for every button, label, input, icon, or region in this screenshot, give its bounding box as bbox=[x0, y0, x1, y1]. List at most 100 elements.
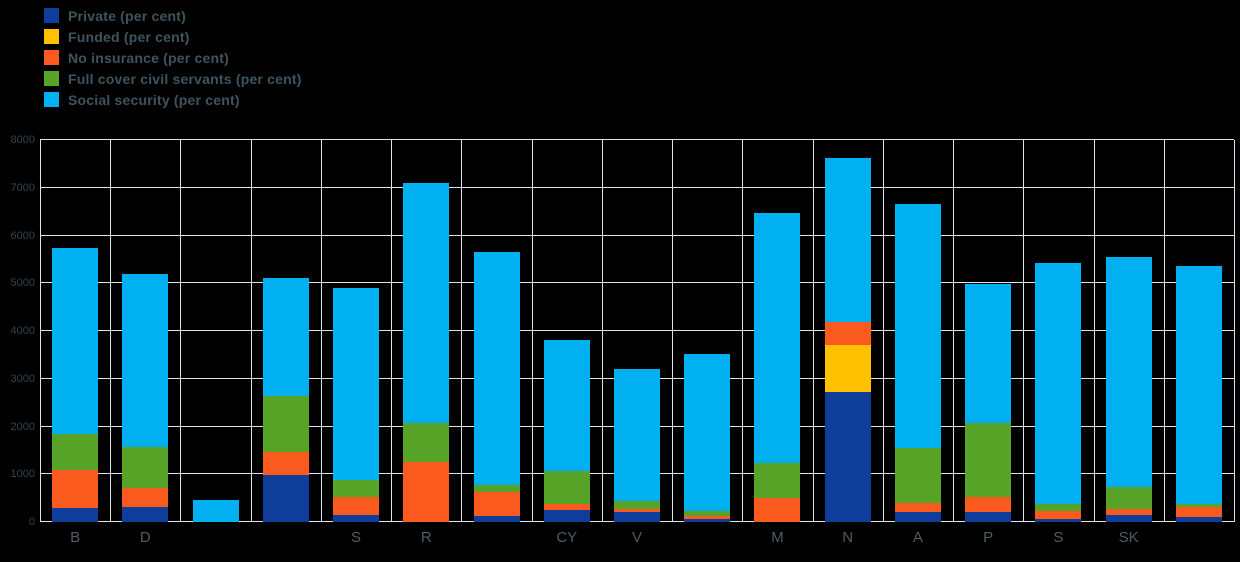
bar-segment-private bbox=[333, 514, 380, 522]
bar-column bbox=[180, 140, 250, 522]
y-tick-label: 7000 bbox=[10, 181, 35, 194]
social-security-swatch-icon bbox=[44, 92, 59, 107]
vertical-gridline bbox=[110, 140, 112, 522]
bar-segment-social-security bbox=[613, 369, 660, 502]
horizontal-gridline bbox=[40, 282, 1234, 284]
bar-segment-civil-servants bbox=[1035, 504, 1082, 511]
vertical-gridline bbox=[461, 140, 463, 522]
y-tick-label: 4000 bbox=[10, 325, 35, 337]
vertical-gridline bbox=[953, 140, 955, 522]
stacked-bar bbox=[473, 252, 520, 522]
vertical-gridline bbox=[40, 140, 41, 522]
x-axis-label: B bbox=[70, 529, 81, 546]
bar-segment-no-insurance bbox=[1105, 509, 1152, 515]
horizontal-gridline bbox=[40, 330, 1234, 331]
bar-segment-no-insurance bbox=[965, 497, 1012, 512]
bar-segment-civil-servants bbox=[684, 510, 731, 517]
vertical-gridline bbox=[180, 140, 182, 522]
bar-column bbox=[391, 140, 461, 522]
bar-segment-social-security bbox=[473, 252, 520, 486]
bar-segment-no-insurance bbox=[262, 452, 309, 476]
stacked-bar bbox=[192, 500, 239, 522]
bar-segment-social-security bbox=[403, 183, 450, 423]
bar-segment-private bbox=[543, 510, 590, 522]
bar-segment-no-insurance bbox=[403, 461, 450, 522]
x-axis-label: S bbox=[1053, 529, 1064, 546]
bar-segment-no-insurance bbox=[52, 469, 99, 508]
bar-column bbox=[953, 140, 1023, 522]
bar-segment-civil-servants bbox=[1175, 504, 1222, 508]
chart-legend: Private (per cent) Funded (per cent) No … bbox=[44, 5, 302, 110]
funded-swatch-icon bbox=[44, 29, 59, 44]
stacked-bar bbox=[613, 369, 660, 522]
stacked-bar bbox=[754, 213, 801, 522]
bar-column bbox=[883, 140, 953, 522]
bar-segment-no-insurance bbox=[1035, 510, 1082, 520]
bar-column bbox=[40, 140, 110, 522]
y-tick-label: 5000 bbox=[10, 277, 35, 290]
stacked-bar bbox=[333, 288, 380, 522]
y-tick-label: 1000 bbox=[10, 468, 35, 481]
stacked-bar bbox=[824, 158, 871, 522]
vertical-gridline bbox=[812, 140, 814, 522]
legend-label: Private (per cent) bbox=[68, 7, 186, 24]
bar-segment-civil-servants bbox=[613, 501, 660, 509]
bar-segment-civil-servants bbox=[262, 395, 309, 453]
bar-segment-civil-servants bbox=[122, 447, 169, 489]
bar-segment-civil-servants bbox=[52, 433, 99, 470]
bar-segment-no-insurance bbox=[684, 516, 731, 520]
bar-column bbox=[1023, 140, 1093, 522]
private-swatch-icon bbox=[44, 8, 59, 23]
bar-segment-funded bbox=[824, 345, 871, 393]
bar-segment-social-security bbox=[684, 353, 731, 511]
y-tick-label: 8000 bbox=[10, 134, 35, 146]
x-axis-label: R bbox=[420, 529, 432, 546]
bar-segment-social-security bbox=[192, 500, 239, 522]
bar-segment-civil-servants bbox=[1105, 487, 1152, 510]
x-axis-label: V bbox=[631, 529, 642, 546]
bar-segment-social-security bbox=[1035, 263, 1082, 505]
legend-label: Funded (per cent) bbox=[68, 28, 190, 45]
y-tick-label: 0 bbox=[28, 516, 35, 528]
civil-servants-swatch-icon bbox=[44, 71, 59, 86]
x-axis-label: P bbox=[983, 529, 994, 546]
bar-column bbox=[110, 140, 180, 522]
bar-segment-private bbox=[684, 519, 731, 522]
vertical-gridline bbox=[1234, 140, 1235, 522]
bar-segment-civil-servants bbox=[543, 470, 590, 505]
legend-item-social-security: Social security (per cent) bbox=[44, 89, 302, 110]
bar-segment-no-insurance bbox=[613, 508, 660, 512]
vertical-gridline bbox=[531, 140, 533, 522]
bar-segment-no-insurance bbox=[473, 492, 520, 517]
bar-segment-private bbox=[473, 516, 520, 522]
bar-column bbox=[742, 140, 812, 522]
bar-column bbox=[1164, 140, 1234, 522]
stacked-bar bbox=[543, 340, 590, 522]
bar-segment-private bbox=[824, 392, 871, 522]
bar-segment-social-security bbox=[965, 284, 1012, 424]
bar-segment-private bbox=[1035, 519, 1082, 522]
bar-segment-private bbox=[965, 511, 1012, 522]
bar-segment-private bbox=[894, 512, 941, 522]
bar-segment-no-insurance bbox=[1175, 507, 1222, 518]
y-tick-label: 6000 bbox=[10, 229, 35, 242]
vertical-gridline bbox=[1023, 140, 1025, 522]
bar-segment-social-security bbox=[543, 340, 590, 471]
bar-segment-no-insurance bbox=[824, 322, 871, 346]
bar-segment-private bbox=[122, 507, 169, 522]
x-axis-label: N bbox=[842, 529, 854, 546]
horizontal-gridline bbox=[40, 186, 1234, 188]
stacked-bar bbox=[1105, 257, 1152, 522]
legend-item-funded: Funded (per cent) bbox=[44, 26, 302, 47]
bar-segment-no-insurance bbox=[333, 496, 380, 515]
x-axis-label: D bbox=[139, 529, 151, 546]
bar-segment-civil-servants bbox=[894, 448, 941, 503]
vertical-gridline bbox=[672, 140, 674, 522]
bar-segment-civil-servants bbox=[754, 463, 801, 499]
bar-segment-social-security bbox=[824, 158, 871, 323]
bar-column bbox=[1094, 140, 1164, 522]
bar-segment-social-security bbox=[894, 204, 941, 448]
legend-label: Full cover civil servants (per cent) bbox=[68, 70, 302, 87]
x-axis-label: M bbox=[771, 529, 784, 546]
